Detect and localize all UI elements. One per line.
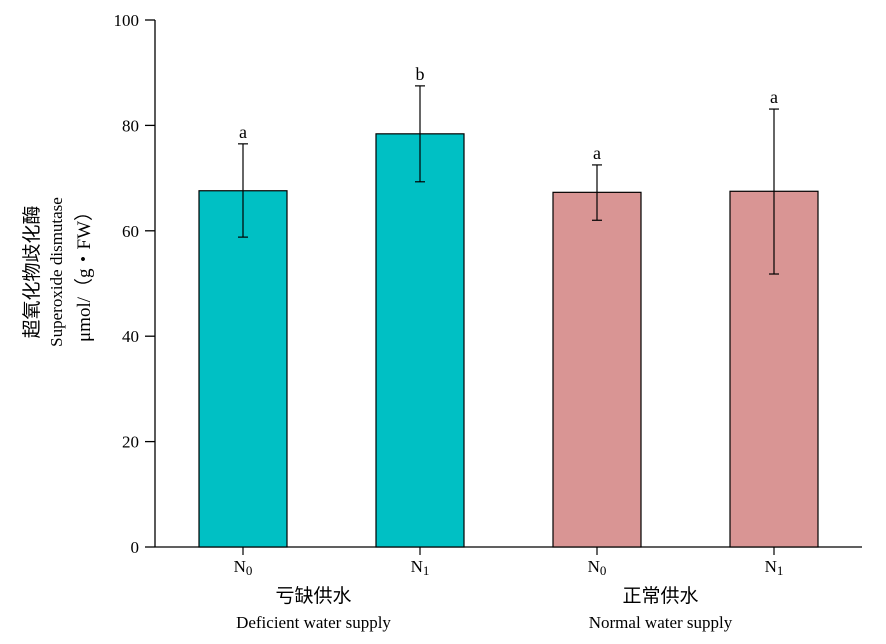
y-tick-label: 40 bbox=[122, 327, 139, 346]
group-label-cn: 亏缺供水 bbox=[275, 585, 351, 607]
y-tick-label: 100 bbox=[114, 11, 140, 30]
x-tick-label: N1 bbox=[411, 557, 430, 578]
labels-layer: a N0 b N1 a N0 a N1 亏缺供水 Deficient water supply 正常… bbox=[21, 64, 783, 632]
group-label-cn: 正常供水 bbox=[622, 585, 698, 607]
y-axis-label: μmol/（g・FW） bbox=[73, 202, 95, 342]
group-label-en: Deficient water supply bbox=[236, 613, 391, 632]
y-tick-label: 20 bbox=[122, 433, 139, 452]
y-tick-label: 80 bbox=[122, 116, 139, 135]
bar bbox=[552, 191, 642, 548]
y-tick-label: 0 bbox=[131, 538, 140, 557]
y-axis-label: 超氧化物歧化酶 bbox=[21, 205, 43, 338]
significance-label: a bbox=[593, 143, 601, 163]
y-tick-label: 60 bbox=[122, 222, 139, 241]
y-axis-label-group: 超氧化物歧化酶 Superoxide dismutase μmol/（g・FW） bbox=[21, 197, 95, 347]
x-tick-label: N1 bbox=[765, 557, 784, 578]
x-tick-label: N0 bbox=[234, 557, 253, 578]
significance-label: b bbox=[416, 64, 425, 84]
bar bbox=[198, 190, 288, 548]
significance-label: a bbox=[770, 87, 778, 107]
significance-label: a bbox=[239, 122, 247, 142]
group-label-en: Normal water supply bbox=[589, 613, 733, 632]
bars-layer bbox=[198, 85, 819, 548]
y-axis-label: Superoxide dismutase bbox=[47, 197, 66, 347]
x-tick-label: N0 bbox=[588, 557, 607, 578]
bar bbox=[375, 133, 465, 548]
